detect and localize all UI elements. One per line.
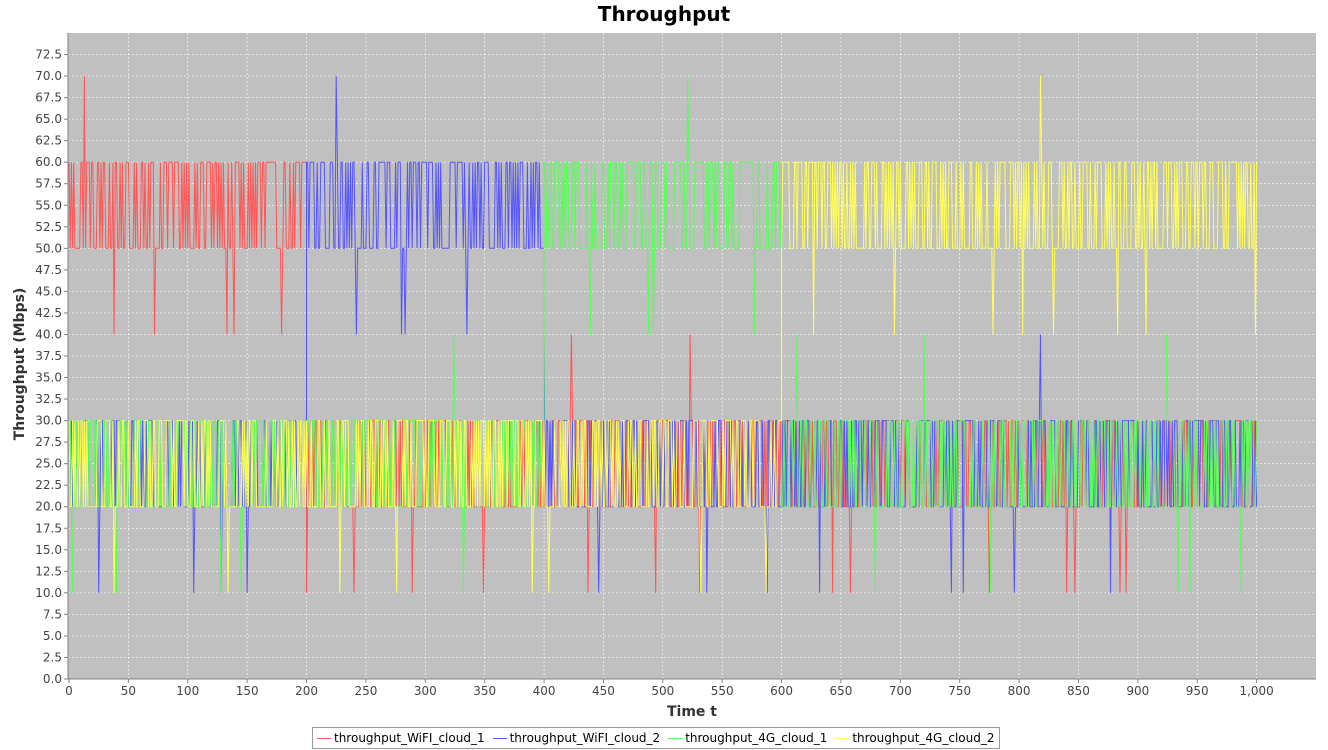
legend-item: throughput_WiFI_cloud_1 xyxy=(317,731,485,745)
y-tick-label: 57.5 xyxy=(35,177,62,191)
y-tick-label: 65.0 xyxy=(35,112,62,126)
x-tick-label: 650 xyxy=(829,684,852,698)
y-axis-label: Throughput (Mbps) xyxy=(12,288,28,441)
y-tick-label: 47.5 xyxy=(35,263,62,277)
x-tick-label: 400 xyxy=(533,684,556,698)
x-tick-label: 950 xyxy=(1186,684,1209,698)
legend-label: throughput_WiFI_cloud_2 xyxy=(509,731,661,745)
y-tick-label: 25.0 xyxy=(35,457,62,471)
y-tick-label: 70.0 xyxy=(35,69,62,83)
legend-label: throughput_4G_cloud_2 xyxy=(852,731,995,745)
legend-label: throughput_4G_cloud_1 xyxy=(685,731,828,745)
x-tick-label: 200 xyxy=(295,684,318,698)
y-tick-label: 45.0 xyxy=(35,284,62,298)
y-tick-label: 0.0 xyxy=(43,672,62,686)
x-tick-label: 500 xyxy=(651,684,674,698)
x-tick-label: 0 xyxy=(65,684,73,698)
legend: throughput_WiFI_cloud_1 throughput_WiFI_c… xyxy=(312,727,1000,749)
x-tick-label: 1,000 xyxy=(1239,684,1273,698)
y-tick-label: 72.5 xyxy=(35,48,62,62)
x-tick-label: 700 xyxy=(889,684,912,698)
x-tick-label: 150 xyxy=(236,684,259,698)
y-tick-label: 35.0 xyxy=(35,371,62,385)
x-tick-label: 350 xyxy=(473,684,496,698)
x-tick-label: 800 xyxy=(1008,684,1031,698)
x-tick-label: 900 xyxy=(1126,684,1149,698)
series-lines xyxy=(68,76,1258,593)
x-tick-label: 600 xyxy=(770,684,793,698)
x-tick-label: 50 xyxy=(121,684,136,698)
x-tick-label: 850 xyxy=(1067,684,1090,698)
y-tick-label: 27.5 xyxy=(35,435,62,449)
y-tick-label: 15.0 xyxy=(35,543,62,557)
legend-item: throughput_4G_cloud_1 xyxy=(668,731,827,745)
axis-ticks: 0.0 2.5 5.0 7.5 10.0 12.5 15.0 17.5 20.0 22.5 25.0… xyxy=(35,48,1274,698)
series-line-throughput_4G_cloud_2 xyxy=(68,76,1258,593)
y-tick-label: 62.5 xyxy=(35,134,62,148)
y-tick-label: 32.5 xyxy=(35,392,62,406)
y-tick-label: 5.0 xyxy=(43,629,62,643)
y-tick-label: 52.5 xyxy=(35,220,62,234)
y-tick-label: 7.5 xyxy=(43,607,62,621)
y-tick-label: 42.5 xyxy=(35,306,62,320)
y-tick-label: 50.0 xyxy=(35,241,62,255)
y-tick-label: 17.5 xyxy=(35,521,62,535)
y-tick-label: 40.0 xyxy=(35,327,62,341)
y-tick-label: 20.0 xyxy=(35,500,62,514)
y-tick-label: 12.5 xyxy=(35,564,62,578)
legend-swatch xyxy=(668,737,683,739)
legend-item: throughput_WiFI_cloud_2 xyxy=(492,731,661,745)
legend-swatch xyxy=(492,737,507,739)
legend-label: throughput_WiFI_cloud_1 xyxy=(334,731,485,745)
x-axis-label: Time t xyxy=(667,704,717,720)
y-tick-label: 2.5 xyxy=(43,650,62,664)
legend-swatch xyxy=(835,737,850,739)
x-tick-label: 100 xyxy=(176,684,199,698)
chart-title: Throughput xyxy=(597,2,731,26)
y-tick-label: 55.0 xyxy=(35,198,62,212)
y-tick-label: 60.0 xyxy=(35,155,62,169)
y-tick-label: 67.5 xyxy=(35,91,62,105)
y-tick-label: 10.0 xyxy=(35,586,62,600)
legend-item: throughput_4G_cloud_2 xyxy=(835,731,995,745)
legend-swatch xyxy=(317,737,331,739)
x-tick-label: 300 xyxy=(414,684,437,698)
x-tick-label: 250 xyxy=(354,684,377,698)
y-tick-label: 22.5 xyxy=(35,478,62,492)
x-tick-label: 750 xyxy=(948,684,971,698)
x-tick-label: 450 xyxy=(592,684,615,698)
x-tick-label: 550 xyxy=(711,684,734,698)
y-tick-label: 30.0 xyxy=(35,414,62,428)
y-tick-label: 37.5 xyxy=(35,349,62,363)
series-line-throughput_WiFI_cloud_1 xyxy=(68,76,1258,593)
